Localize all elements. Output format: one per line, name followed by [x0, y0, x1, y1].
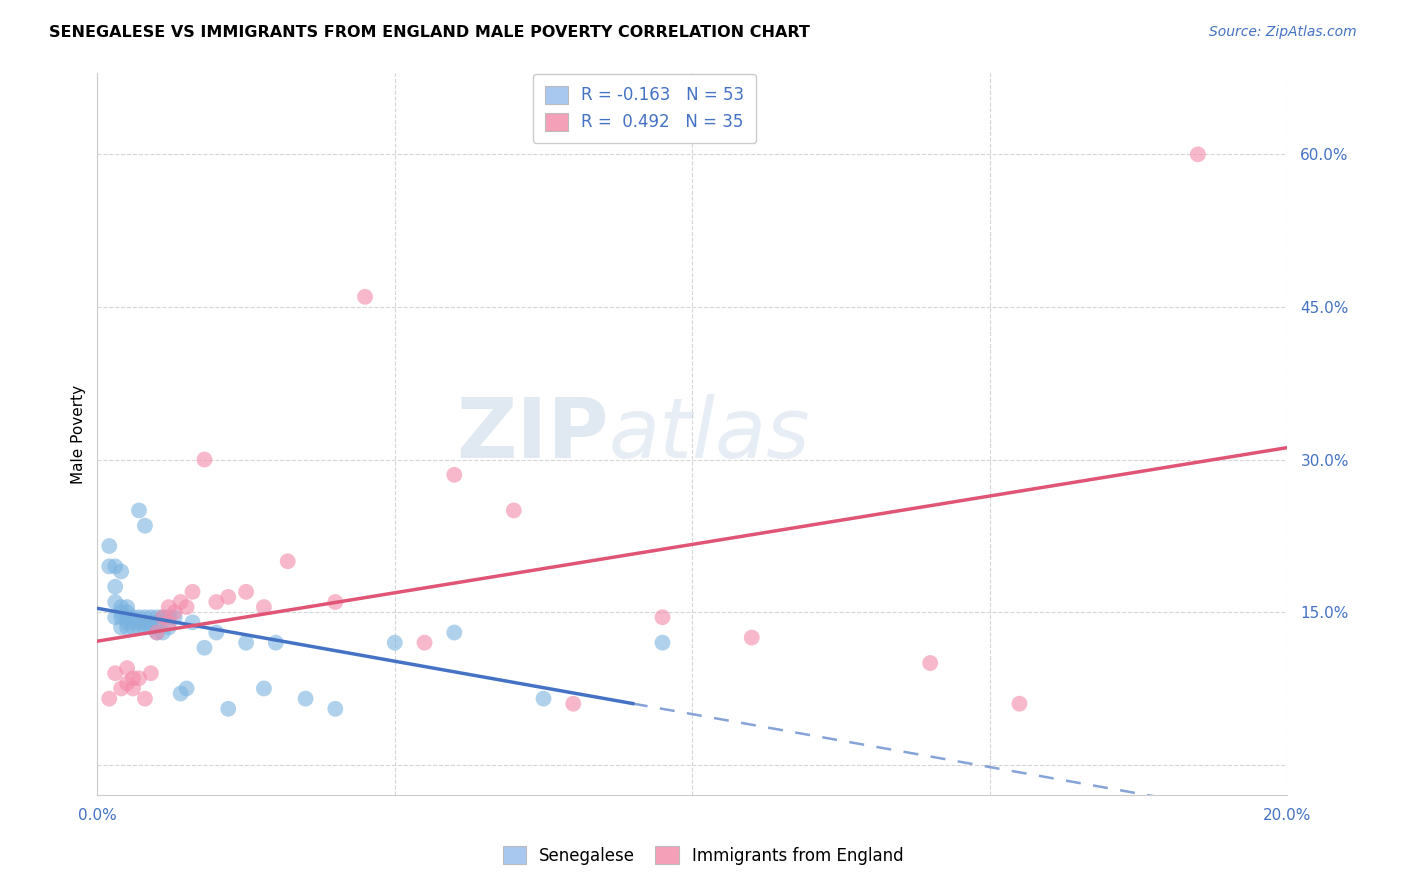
Point: [146, 610, 169, 624]
Point: [169, 595, 191, 609]
Point: [139, 666, 162, 681]
Point: [443, 467, 465, 482]
Legend: R = -0.163   N = 53, R =  0.492   N = 35: R = -0.163 N = 53, R = 0.492 N = 35: [533, 74, 756, 143]
Point: [134, 610, 156, 624]
Point: [128, 620, 150, 634]
Point: [134, 518, 156, 533]
Point: [104, 580, 127, 594]
Point: [115, 610, 138, 624]
Point: [139, 615, 162, 630]
Point: [384, 635, 406, 649]
Point: [235, 584, 257, 599]
Point: [115, 676, 138, 690]
Y-axis label: Male Poverty: Male Poverty: [72, 384, 86, 483]
Point: [146, 625, 169, 640]
Point: [115, 605, 138, 619]
Point: [110, 605, 132, 619]
Point: [163, 605, 186, 619]
Point: [122, 681, 145, 696]
Point: [253, 681, 276, 696]
Point: [104, 610, 127, 624]
Point: [354, 290, 377, 304]
Point: [920, 656, 942, 670]
Point: [163, 610, 186, 624]
Point: [152, 610, 174, 624]
Point: [110, 620, 132, 634]
Point: [104, 666, 127, 681]
Point: [122, 610, 145, 624]
Point: [502, 503, 524, 517]
Text: SENEGALESE VS IMMIGRANTS FROM ENGLAND MALE POVERTY CORRELATION CHART: SENEGALESE VS IMMIGRANTS FROM ENGLAND MA…: [49, 25, 810, 40]
Point: [157, 620, 180, 634]
Point: [134, 620, 156, 634]
Point: [217, 702, 239, 716]
Point: [157, 610, 180, 624]
Point: [651, 635, 673, 649]
Point: [217, 590, 239, 604]
Point: [181, 615, 204, 630]
Point: [157, 600, 180, 615]
Point: [1008, 697, 1031, 711]
Text: ZIP: ZIP: [457, 393, 609, 475]
Point: [139, 620, 162, 634]
Point: [413, 635, 436, 649]
Point: [146, 625, 169, 640]
Point: [169, 687, 191, 701]
Point: [443, 625, 465, 640]
Point: [205, 595, 228, 609]
Point: [152, 625, 174, 640]
Point: [128, 615, 150, 630]
Point: [122, 615, 145, 630]
Point: [115, 620, 138, 634]
Legend: Senegalese, Immigrants from England: Senegalese, Immigrants from England: [494, 838, 912, 873]
Point: [651, 610, 673, 624]
Point: [134, 691, 156, 706]
Point: [562, 697, 585, 711]
Point: [110, 565, 132, 579]
Point: [157, 615, 180, 630]
Point: [176, 681, 198, 696]
Point: [128, 671, 150, 685]
Point: [193, 640, 215, 655]
Point: [115, 600, 138, 615]
Point: [115, 661, 138, 675]
Point: [323, 595, 346, 609]
Point: [139, 610, 162, 624]
Point: [128, 503, 150, 517]
Point: [235, 635, 257, 649]
Point: [294, 691, 316, 706]
Point: [152, 610, 174, 624]
Point: [146, 615, 169, 630]
Point: [122, 671, 145, 685]
Point: [176, 600, 198, 615]
Text: Source: ZipAtlas.com: Source: ZipAtlas.com: [1209, 25, 1357, 39]
Point: [98, 559, 121, 574]
Point: [1187, 147, 1209, 161]
Point: [104, 559, 127, 574]
Point: [181, 584, 204, 599]
Point: [533, 691, 555, 706]
Point: [134, 615, 156, 630]
Point: [115, 615, 138, 630]
Point: [323, 702, 346, 716]
Point: [110, 681, 132, 696]
Point: [205, 625, 228, 640]
Point: [98, 539, 121, 553]
Point: [253, 600, 276, 615]
Point: [98, 691, 121, 706]
Point: [264, 635, 287, 649]
Point: [110, 600, 132, 615]
Point: [128, 610, 150, 624]
Point: [193, 452, 215, 467]
Point: [104, 595, 127, 609]
Point: [741, 631, 763, 645]
Point: [110, 610, 132, 624]
Text: atlas: atlas: [609, 393, 811, 475]
Point: [277, 554, 299, 568]
Point: [122, 620, 145, 634]
